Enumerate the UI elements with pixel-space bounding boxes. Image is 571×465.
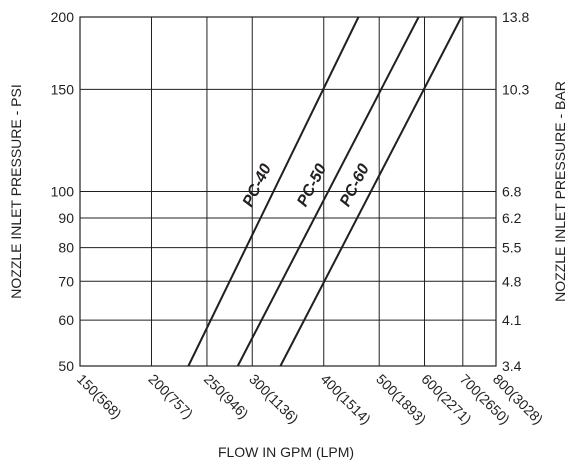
right-tick-label: 4.1 (502, 312, 522, 328)
left-tick-label: 80 (58, 240, 74, 256)
right-tick-label: 5.5 (502, 240, 522, 256)
x-axis-tick-labels: 150(568) 200(757) 250(946)300(1136) 400(151… (74, 371, 546, 427)
left-y-axis-title: NOZZLE INLET PRESSURE - PSI (8, 84, 24, 298)
left-tick-label: 60 (58, 312, 74, 328)
series-line (187, 16, 360, 367)
left-tick-label: 100 (51, 184, 75, 200)
x-axis-title: FLOW IN GPM (LPM) (218, 444, 354, 460)
left-tick-label: 90 (58, 210, 74, 226)
left-tick-label: 200 (51, 9, 75, 25)
left-axis-tick-labels: 50 60 70 80 90 100 150 200 (51, 9, 75, 374)
right-tick-label: 6.2 (502, 210, 522, 226)
right-tick-label: 4.8 (502, 273, 522, 289)
left-tick-label: 70 (58, 273, 74, 289)
right-tick-label: 13.8 (502, 9, 529, 25)
series-label: PC-60 (337, 161, 373, 209)
series-label: PC-50 (294, 161, 330, 209)
x-tick-label: 200(757) (145, 371, 196, 422)
x-tick-label: 150(568) (74, 371, 125, 422)
series-line (279, 16, 463, 367)
right-tick-label: 6.8 (502, 184, 522, 200)
series-line (236, 16, 420, 367)
series-label: PC-40 (240, 161, 275, 209)
right-y-axis-title: NOZZLE INLET PRESSURE - BAR (552, 81, 568, 302)
left-tick-label: 50 (58, 358, 74, 374)
left-tick-label: 150 (51, 81, 75, 97)
x-tick-label: 300(1136) (246, 371, 302, 427)
x-tick-label: 250(946) (201, 371, 252, 422)
right-tick-label: 10.3 (502, 81, 529, 97)
plot-frame (79, 16, 497, 367)
right-tick-label: 3.4 (502, 358, 522, 374)
x-tick-label: 400(1514) (318, 371, 374, 427)
right-axis-tick-labels: 3.4 4.1 4.8 5.5 6.2 6.8 10.3 13.8 (502, 9, 529, 374)
